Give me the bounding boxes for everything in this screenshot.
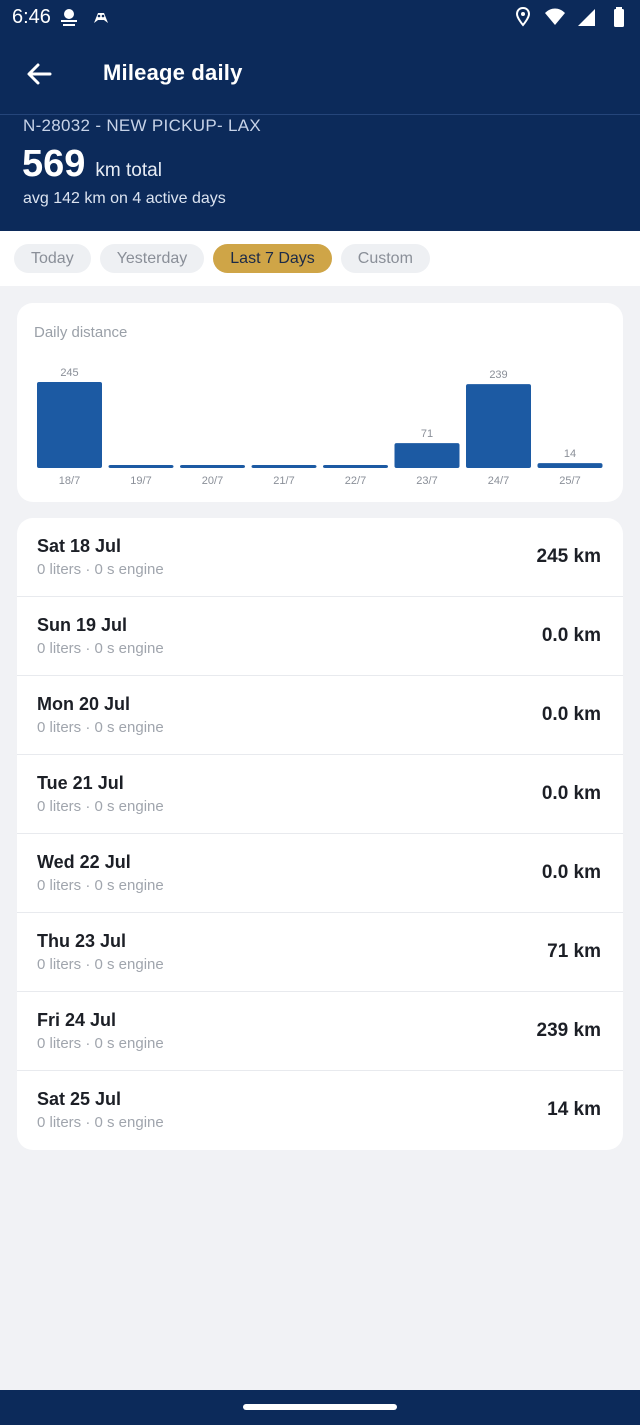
day-row[interactable]: Sun 19 Jul 0 liters · 0 s engine 0.0 km bbox=[17, 597, 623, 676]
period-filter-bar: Today Yesterday Last 7 Days Custom bbox=[0, 231, 640, 286]
day-date: Tue 21 Jul bbox=[37, 773, 124, 793]
day-meta: 0 liters · 0 s engine bbox=[37, 956, 164, 973]
x-tick-label: 24/7 bbox=[488, 475, 509, 487]
filter-chip-custom[interactable]: Custom bbox=[340, 244, 430, 273]
bar-24-7 bbox=[466, 384, 531, 468]
daily-distance-card: 245 18/7 19/7 20/7 21/7 22/7 71 23/7 239 24/7 14 25… bbox=[17, 303, 623, 502]
day-date: Sun 19 Jul bbox=[37, 615, 128, 635]
chart-title: Daily distance bbox=[34, 324, 128, 341]
daily-mileage-list: Sat 18 Jul 0 liters · 0 s engine 245 km Sun… bbox=[17, 518, 623, 1150]
bar-value-label: 71 bbox=[421, 428, 433, 440]
x-tick-label: 22/7 bbox=[345, 475, 366, 487]
day-date: Thu 23 Jul bbox=[37, 931, 127, 951]
signal-icon bbox=[576, 6, 598, 28]
x-tick-label: 21/7 bbox=[273, 475, 294, 487]
day-date: Sat 18 Jul bbox=[37, 536, 122, 556]
day-distance: 0.0 km bbox=[541, 704, 601, 725]
bar-value-label: 245 bbox=[60, 367, 78, 379]
total-distance: 569 km total bbox=[22, 143, 162, 186]
day-distance: 0.0 km bbox=[541, 625, 601, 646]
bar-25-7 bbox=[537, 463, 603, 468]
page-title: Mileage daily bbox=[103, 60, 243, 85]
day-date: Wed 22 Jul bbox=[37, 852, 131, 872]
day-distance: 0.0 km bbox=[541, 862, 601, 883]
location-icon bbox=[512, 6, 534, 28]
day-row[interactable]: Sat 25 Jul 0 liters · 0 s engine 14 km bbox=[17, 1071, 623, 1149]
total-unit: km total bbox=[95, 160, 162, 181]
day-row[interactable]: Mon 20 Jul 0 liters · 0 s engine 0.0 km bbox=[17, 676, 623, 755]
wifi-icon bbox=[544, 6, 566, 28]
back-button[interactable] bbox=[18, 56, 62, 96]
x-tick-label: 25/7 bbox=[559, 475, 580, 487]
mileage-summary: N-28032 - NEW PICKUP- LAX 569 km total a… bbox=[0, 115, 640, 231]
day-row[interactable]: Thu 23 Jul 0 liters · 0 s engine 71 km bbox=[17, 913, 623, 992]
filter-chip-today[interactable]: Today bbox=[14, 244, 91, 273]
day-meta: 0 liters · 0 s engine bbox=[37, 798, 164, 815]
day-distance: 239 km bbox=[536, 1020, 601, 1041]
bar-18-7 bbox=[37, 382, 102, 468]
x-tick-label: 20/7 bbox=[202, 475, 223, 487]
bar-22-7 bbox=[323, 465, 388, 468]
day-distance: 0.0 km bbox=[541, 783, 601, 804]
bar-21-7 bbox=[251, 465, 317, 468]
day-meta: 0 liters · 0 s engine bbox=[37, 1035, 164, 1052]
day-row[interactable]: Tue 21 Jul 0 liters · 0 s engine 0.0 km bbox=[17, 755, 623, 834]
filter-chip-yesterday[interactable]: Yesterday bbox=[99, 244, 205, 273]
x-tick-label: 19/7 bbox=[130, 475, 151, 487]
day-date: Sat 25 Jul bbox=[37, 1089, 122, 1109]
total-value: 569 bbox=[22, 143, 86, 185]
bar-20-7 bbox=[180, 465, 245, 468]
day-meta: 0 liters · 0 s engine bbox=[37, 561, 164, 578]
day-meta: 0 liters · 0 s engine bbox=[37, 877, 164, 894]
day-meta: 0 liters · 0 s engine bbox=[37, 719, 164, 736]
day-distance: 14 km bbox=[547, 1099, 601, 1120]
bar-value-label: 14 bbox=[564, 448, 576, 460]
weather-icon bbox=[58, 6, 80, 28]
daily-distance-chart: 245 18/7 19/7 20/7 21/7 22/7 71 23/7 239 24/7 14 25… bbox=[37, 367, 603, 487]
day-meta: 0 liters · 0 s engine bbox=[37, 640, 164, 657]
day-meta: 0 liters · 0 s engine bbox=[37, 1114, 164, 1131]
status-time: 6:46 bbox=[12, 6, 51, 28]
x-tick-label: 23/7 bbox=[416, 475, 437, 487]
vehicle-name: N-28032 - NEW PICKUP- LAX bbox=[23, 116, 262, 135]
status-bar: 6:46 bbox=[0, 0, 640, 36]
battery-icon bbox=[608, 6, 630, 28]
home-indicator[interactable] bbox=[243, 1404, 397, 1410]
gamepad-icon bbox=[90, 6, 112, 28]
day-date: Fri 24 Jul bbox=[37, 1010, 117, 1030]
navigation-bar bbox=[0, 1390, 640, 1425]
filter-chip-last-7-days[interactable]: Last 7 Days bbox=[213, 244, 332, 273]
day-row[interactable]: Wed 22 Jul 0 liters · 0 s engine 0.0 km bbox=[17, 834, 623, 913]
day-distance: 245 km bbox=[536, 546, 601, 567]
x-tick-label: 18/7 bbox=[59, 475, 80, 487]
bar-19-7 bbox=[108, 465, 174, 468]
day-row[interactable]: Sat 18 Jul 0 liters · 0 s engine 245 km bbox=[17, 518, 623, 597]
day-row[interactable]: Fri 24 Jul 0 liters · 0 s engine 239 km bbox=[17, 992, 623, 1071]
bar-23-7 bbox=[394, 443, 460, 468]
arrow-left-icon bbox=[27, 63, 52, 85]
day-distance: 71 km bbox=[547, 941, 601, 962]
day-date: Mon 20 Jul bbox=[37, 694, 131, 714]
average-text: avg 142 km on 4 active days bbox=[23, 190, 226, 207]
bar-value-label: 239 bbox=[489, 369, 507, 381]
app-bar: Mileage daily bbox=[0, 36, 640, 115]
